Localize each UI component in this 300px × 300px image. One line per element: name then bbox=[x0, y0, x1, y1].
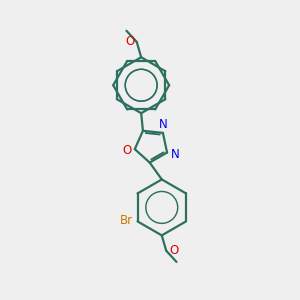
Text: O: O bbox=[169, 244, 178, 257]
Text: N: N bbox=[171, 148, 179, 160]
Text: O: O bbox=[125, 35, 134, 48]
Text: O: O bbox=[122, 144, 131, 157]
Text: N: N bbox=[159, 118, 168, 130]
Text: Br: Br bbox=[120, 214, 133, 227]
